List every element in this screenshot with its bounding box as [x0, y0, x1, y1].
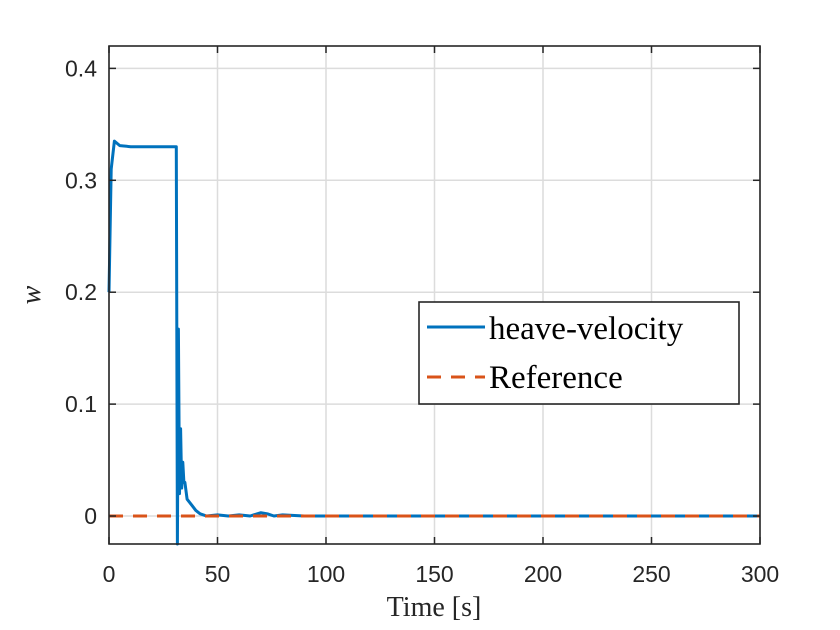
y-tick-label: 0.1 [65, 391, 97, 417]
legend-label-reference: Reference [489, 360, 623, 396]
legend-box [418, 301, 740, 405]
legend-label-heave-velocity: heave-velocity [489, 311, 684, 347]
y-tick-label: 0.2 [65, 279, 97, 305]
x-tick-label: 100 [307, 561, 345, 587]
x-tick-label: 200 [524, 561, 562, 587]
y-tick-label: 0 [84, 503, 97, 529]
y-tick-label: 0.4 [65, 55, 97, 81]
x-axis-label: Time [s] [387, 592, 482, 623]
x-tick-label: 250 [632, 561, 670, 587]
legend: heave-velocity Reference [418, 301, 740, 405]
x-tick-label: 300 [741, 561, 779, 587]
series-lines [107, 139, 760, 546]
y-tick-label: 0.3 [65, 167, 97, 193]
y-axis-label: w [16, 285, 47, 304]
x-tick-label: 50 [205, 561, 231, 587]
ticks: 0 50 100 150 200 250 300 0 0.1 0.2 0.3 0.4 [65, 46, 779, 587]
x-tick-label: 0 [103, 561, 116, 587]
x-tick-label: 150 [415, 561, 453, 587]
